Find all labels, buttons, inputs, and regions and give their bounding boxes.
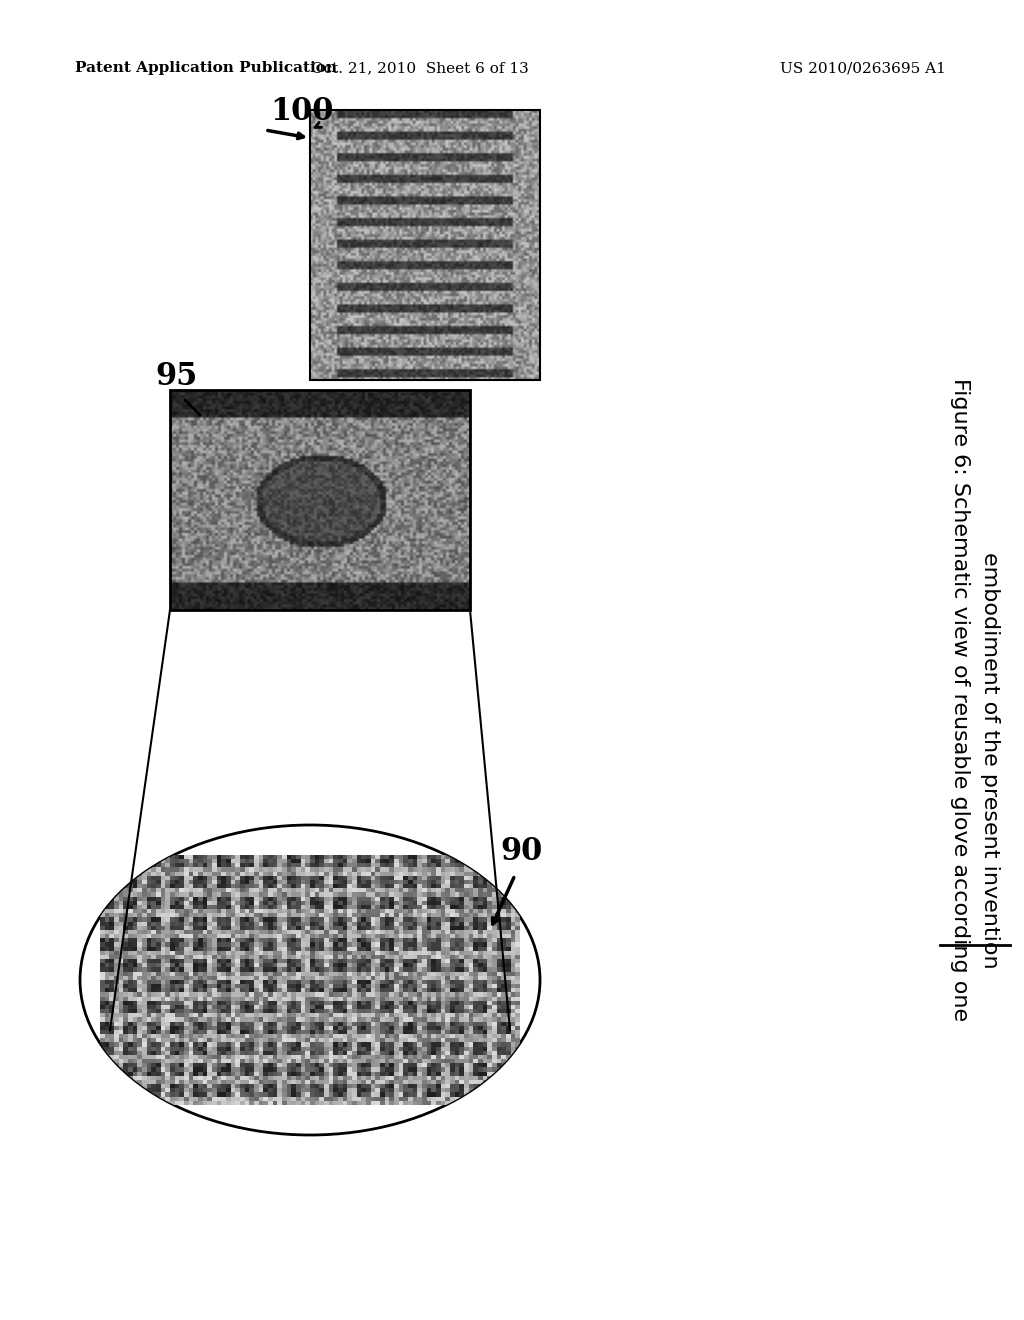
Text: embodiment of the present invention: embodiment of the present invention xyxy=(980,552,1000,969)
Text: Patent Application Publication: Patent Application Publication xyxy=(75,61,337,75)
Text: US 2010/0263695 A1: US 2010/0263695 A1 xyxy=(780,61,946,75)
Text: 90: 90 xyxy=(500,836,543,867)
Text: 95: 95 xyxy=(155,360,198,392)
Text: 100: 100 xyxy=(270,96,334,127)
Ellipse shape xyxy=(80,825,540,1135)
Bar xyxy=(170,389,470,610)
Bar xyxy=(310,110,540,380)
Text: Figure 6: Schematic view of reusable glove according one: Figure 6: Schematic view of reusable glo… xyxy=(950,379,970,1022)
Text: Oct. 21, 2010  Sheet 6 of 13: Oct. 21, 2010 Sheet 6 of 13 xyxy=(311,61,528,75)
